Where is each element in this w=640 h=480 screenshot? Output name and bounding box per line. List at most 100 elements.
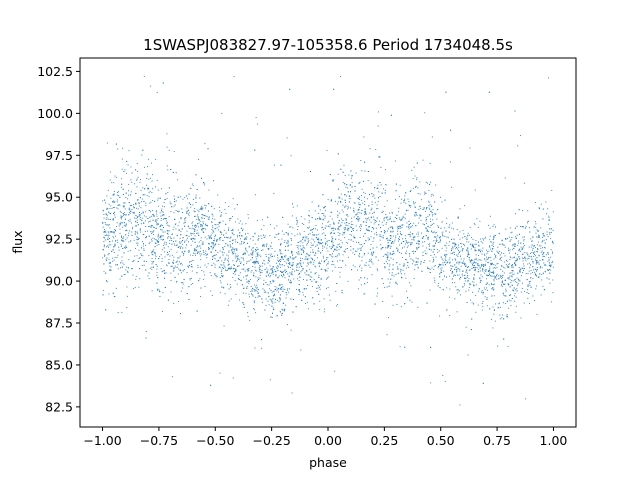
scatter-point	[412, 233, 414, 235]
scatter-point	[113, 193, 115, 195]
scatter-point	[277, 261, 279, 263]
scatter-point	[232, 247, 234, 249]
scatter-point	[106, 217, 108, 219]
scatter-point	[437, 241, 439, 243]
scatter-point	[372, 263, 374, 265]
scatter-point	[200, 239, 202, 241]
scatter-point	[366, 198, 368, 200]
scatter-point	[193, 233, 195, 235]
scatter-point	[485, 269, 487, 271]
scatter-point	[479, 278, 481, 280]
scatter-point	[318, 233, 320, 235]
scatter-point	[133, 212, 135, 214]
scatter-point	[167, 192, 169, 194]
scatter-point	[243, 292, 244, 294]
scatter-point	[223, 264, 225, 266]
scatter-point	[113, 194, 115, 196]
scatter-point	[195, 197, 197, 199]
scatter-point	[207, 148, 209, 150]
scatter-point	[108, 203, 110, 205]
scatter-point	[418, 243, 420, 245]
scatter-point	[277, 269, 279, 271]
scatter-point	[419, 214, 421, 216]
scatter-point	[314, 241, 316, 243]
scatter-point	[125, 172, 127, 174]
scatter-point	[429, 204, 431, 206]
scatter-point	[305, 288, 307, 290]
scatter-point	[290, 273, 292, 275]
scatter-point	[342, 260, 344, 262]
scatter-point	[510, 304, 512, 306]
scatter-point	[296, 264, 298, 266]
scatter-point	[357, 269, 358, 271]
scatter-point	[345, 218, 347, 220]
scatter-point	[363, 221, 365, 223]
scatter-point	[323, 311, 325, 313]
scatter-point	[412, 177, 414, 179]
scatter-point	[205, 215, 207, 217]
scatter-point	[228, 263, 230, 265]
scatter-point	[376, 208, 378, 210]
scatter-point	[416, 178, 418, 180]
scatter-point	[516, 288, 518, 290]
scatter-point	[538, 208, 540, 210]
scatter-point	[210, 237, 212, 239]
scatter-point	[392, 250, 394, 252]
scatter-point	[417, 258, 419, 260]
scatter-point	[466, 277, 468, 279]
scatter-point	[239, 272, 241, 274]
scatter-point	[196, 272, 198, 274]
scatter-point	[266, 284, 268, 286]
scatter-point	[121, 275, 123, 277]
scatter-point	[157, 199, 159, 201]
scatter-point	[351, 186, 353, 188]
scatter-point	[439, 276, 441, 278]
scatter-point	[318, 293, 320, 295]
scatter-point	[371, 231, 373, 233]
scatter-point	[130, 240, 132, 242]
scatter-point	[316, 257, 318, 259]
scatter-point	[164, 256, 166, 258]
scatter-point	[265, 305, 267, 307]
scatter-point	[502, 275, 504, 277]
scatter-point	[386, 247, 388, 249]
scatter-point	[500, 318, 502, 320]
scatter-point	[151, 192, 153, 194]
scatter-point	[112, 218, 114, 220]
scatter-point	[252, 250, 254, 252]
scatter-point	[103, 217, 105, 219]
scatter-point	[313, 227, 315, 229]
scatter-point	[114, 216, 116, 218]
scatter-point	[181, 264, 183, 266]
scatter-point	[328, 220, 330, 222]
scatter-point	[297, 242, 299, 244]
scatter-point	[523, 269, 525, 271]
scatter-point	[265, 275, 267, 277]
scatter-point	[173, 267, 175, 269]
scatter-point	[250, 259, 252, 261]
scatter-point	[449, 261, 451, 263]
scatter-point	[354, 202, 356, 204]
scatter-point	[310, 251, 312, 253]
scatter-point	[325, 225, 327, 227]
scatter-point	[111, 240, 113, 242]
scatter-point	[478, 268, 480, 270]
scatter-point	[511, 257, 513, 259]
scatter-point	[272, 273, 274, 275]
scatter-point	[260, 271, 262, 273]
scatter-point	[285, 297, 287, 299]
scatter-point	[277, 288, 279, 290]
scatter-point	[459, 208, 461, 210]
scatter-point	[291, 251, 293, 253]
scatter-point	[246, 261, 248, 263]
scatter-point	[384, 230, 386, 232]
scatter-point	[313, 279, 315, 281]
scatter-point	[330, 254, 332, 256]
scatter-point	[317, 242, 319, 244]
scatter-point	[131, 181, 133, 183]
scatter-point	[491, 244, 493, 246]
scatter-point	[228, 300, 230, 302]
scatter-point	[371, 255, 373, 257]
scatter-point	[136, 217, 138, 218]
scatter-point	[259, 268, 261, 270]
